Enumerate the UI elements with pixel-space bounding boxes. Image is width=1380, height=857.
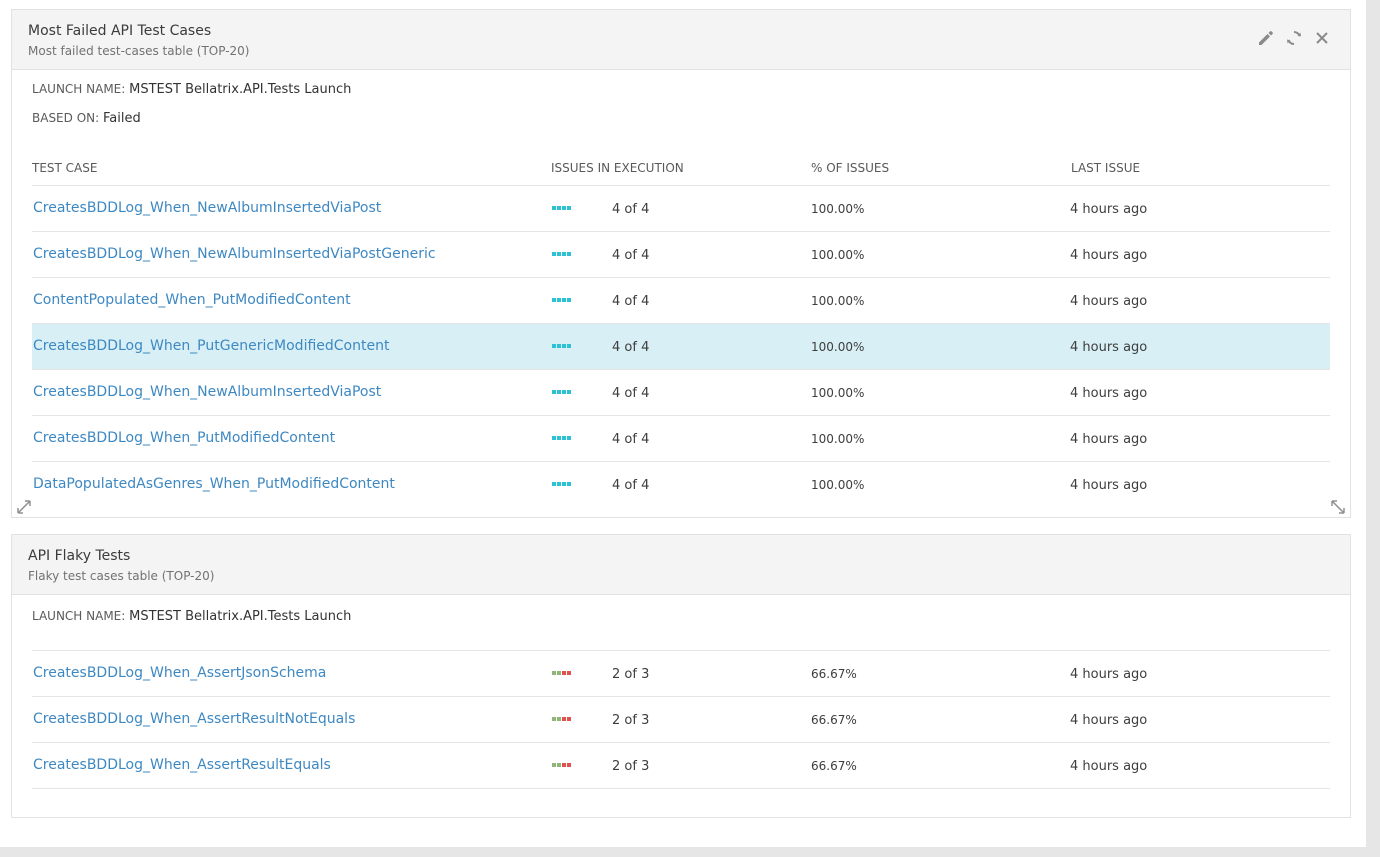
launch-name-line: LAUNCH NAME: MSTEST Bellatrix.API.Tests …	[32, 82, 351, 97]
issues-count: 4 of 4	[612, 432, 650, 447]
widget-title: Most Failed API Test Cases	[28, 23, 212, 39]
last-issue: 4 hours ago	[1070, 478, 1148, 493]
test-case-link[interactable]: DataPopulatedAsGenres_When_PutModifiedCo…	[33, 476, 395, 492]
issues-count: 2 of 3	[612, 667, 650, 682]
issues-count: 4 of 4	[612, 202, 650, 217]
widget-header: API Flaky Tests Flaky test cases table (…	[12, 535, 1350, 595]
widget-header: Most Failed API Test Cases Most failed t…	[12, 10, 1350, 70]
based-on-value: Failed	[103, 111, 141, 126]
issues-bar	[552, 298, 571, 302]
table-row: CreatesBDDLog_When_NewAlbumInsertedViaPo…	[32, 370, 1330, 416]
table-row: CreatesBDDLog_When_PutModifiedContent 4 …	[32, 416, 1330, 462]
issues-percent: 100.00%	[811, 386, 865, 400]
issues-bar	[552, 252, 571, 256]
last-issue: 4 hours ago	[1070, 294, 1148, 309]
last-issue: 4 hours ago	[1070, 386, 1148, 401]
test-case-link[interactable]: CreatesBDDLog_When_AssertResultEquals	[33, 757, 331, 773]
flaky-cases-table: CreatesBDDLog_When_AssertJsonSchema 2 of…	[32, 650, 1330, 789]
test-case-link[interactable]: CreatesBDDLog_When_PutGenericModifiedCon…	[33, 338, 390, 354]
issues-bar	[552, 671, 571, 675]
issues-bar	[552, 436, 571, 440]
issues-percent: 100.00%	[811, 432, 865, 446]
refresh-icon	[1287, 31, 1301, 45]
issues-bar	[552, 717, 571, 721]
issues-count: 4 of 4	[612, 294, 650, 309]
issues-percent: 100.00%	[811, 294, 865, 308]
table-row: ContentPopulated_When_PutModifiedContent…	[32, 278, 1330, 324]
last-issue: 4 hours ago	[1070, 713, 1148, 728]
issues-bar	[552, 763, 571, 767]
issues-bar	[552, 344, 571, 348]
based-on-label: BASED ON:	[32, 111, 100, 125]
col-issues-in-execution[interactable]: ISSUES IN EXECUTION	[551, 161, 684, 175]
widget-description: Most failed test-cases table (TOP-20)	[28, 44, 250, 58]
widget-description: Flaky test cases table (TOP-20)	[28, 569, 215, 583]
issues-bar	[552, 482, 571, 486]
test-case-link[interactable]: CreatesBDDLog_When_NewAlbumInsertedViaPo…	[33, 200, 382, 216]
vertical-scrollbar[interactable]	[1366, 0, 1380, 857]
failed-cases-table: TEST CASE ISSUES IN EXECUTION % OF ISSUE…	[32, 151, 1330, 508]
issues-percent: 66.67%	[811, 667, 857, 681]
resize-right-icon[interactable]	[1330, 499, 1346, 515]
refresh-button[interactable]	[1284, 28, 1304, 48]
horizontal-scrollbar[interactable]	[0, 847, 1380, 857]
issues-count: 4 of 4	[612, 478, 650, 493]
issues-count: 4 of 4	[612, 340, 650, 355]
issues-percent: 100.00%	[811, 478, 865, 492]
issues-bar	[552, 206, 571, 210]
launch-name-line: LAUNCH NAME: MSTEST Bellatrix.API.Tests …	[32, 609, 351, 624]
launch-name-value: MSTEST Bellatrix.API.Tests Launch	[129, 82, 352, 97]
last-issue: 4 hours ago	[1070, 248, 1148, 263]
col-percent-of-issues[interactable]: % OF ISSUES	[811, 161, 890, 175]
pencil-icon	[1259, 31, 1273, 45]
table-row: DataPopulatedAsGenres_When_PutModifiedCo…	[32, 462, 1330, 508]
edit-button[interactable]	[1256, 28, 1276, 48]
issues-count: 4 of 4	[612, 248, 650, 263]
last-issue: 4 hours ago	[1070, 340, 1148, 355]
test-case-link[interactable]: CreatesBDDLog_When_NewAlbumInsertedViaPo…	[33, 384, 382, 400]
launch-name-label: LAUNCH NAME:	[32, 82, 126, 96]
last-issue: 4 hours ago	[1070, 432, 1148, 447]
issues-percent: 100.00%	[811, 248, 865, 262]
issues-count: 2 of 3	[612, 759, 650, 774]
flaky-tests-widget: API Flaky Tests Flaky test cases table (…	[11, 534, 1351, 818]
close-icon	[1316, 32, 1328, 44]
col-last-issue[interactable]: LAST ISSUE	[1071, 161, 1141, 175]
table-row-hovered: CreatesBDDLog_When_PutGenericModifiedCon…	[32, 324, 1330, 370]
issues-count: 4 of 4	[612, 386, 650, 401]
last-issue: 4 hours ago	[1070, 667, 1148, 682]
issues-percent: 100.00%	[811, 202, 865, 216]
issues-bar	[552, 390, 571, 394]
issues-percent: 66.67%	[811, 759, 857, 773]
issues-percent: 66.67%	[811, 713, 857, 727]
table-row: CreatesBDDLog_When_AssertJsonSchema 2 of…	[32, 651, 1330, 697]
most-failed-widget: Most Failed API Test Cases Most failed t…	[11, 9, 1351, 518]
issues-percent: 100.00%	[811, 340, 865, 354]
test-case-link[interactable]: CreatesBDDLog_When_AssertJsonSchema	[33, 665, 327, 681]
close-button[interactable]	[1312, 28, 1332, 48]
based-on-line: BASED ON: Failed	[32, 111, 141, 126]
widget-title: API Flaky Tests	[28, 548, 131, 564]
table-row: CreatesBDDLog_When_AssertResultEquals 2 …	[32, 743, 1330, 789]
table-row: CreatesBDDLog_When_NewAlbumInsertedViaPo…	[32, 186, 1330, 232]
issues-count: 2 of 3	[612, 713, 650, 728]
table-row: CreatesBDDLog_When_AssertResultNotEquals…	[32, 697, 1330, 743]
test-case-link[interactable]: ContentPopulated_When_PutModifiedContent	[33, 292, 351, 308]
test-case-link[interactable]: CreatesBDDLog_When_PutModifiedContent	[33, 430, 336, 446]
dashboard-canvas: Most Failed API Test Cases Most failed t…	[11, 9, 1351, 818]
resize-left-icon[interactable]	[16, 499, 32, 515]
launch-name-value: MSTEST Bellatrix.API.Tests Launch	[129, 609, 352, 624]
test-case-link[interactable]: CreatesBDDLog_When_AssertResultNotEquals	[33, 711, 356, 727]
table-row: CreatesBDDLog_When_NewAlbumInsertedViaPo…	[32, 232, 1330, 278]
table-header: TEST CASE ISSUES IN EXECUTION % OF ISSUE…	[32, 151, 1330, 186]
last-issue: 4 hours ago	[1070, 202, 1148, 217]
launch-name-label: LAUNCH NAME:	[32, 609, 126, 623]
last-issue: 4 hours ago	[1070, 759, 1148, 774]
col-test-case[interactable]: TEST CASE	[32, 161, 98, 175]
widget-controls	[1256, 28, 1332, 48]
test-case-link[interactable]: CreatesBDDLog_When_NewAlbumInsertedViaPo…	[33, 246, 436, 262]
